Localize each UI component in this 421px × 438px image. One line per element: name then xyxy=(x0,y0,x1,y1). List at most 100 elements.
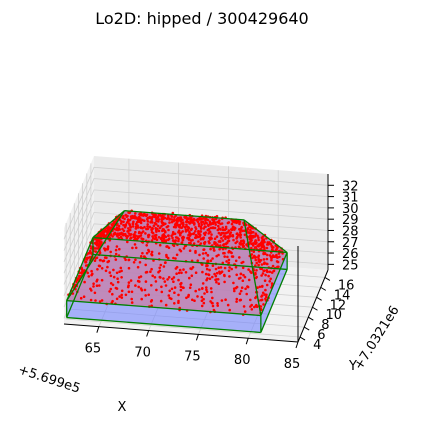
roof-point xyxy=(209,236,213,239)
roof-points xyxy=(67,209,285,316)
roof-point xyxy=(129,215,133,218)
roof-point xyxy=(218,239,221,243)
roof-point xyxy=(157,236,161,239)
roof-point xyxy=(253,254,256,258)
roof-point xyxy=(122,233,125,237)
roof-point xyxy=(208,241,211,245)
roof-point xyxy=(167,276,171,279)
roof-point xyxy=(246,285,250,289)
roof-point xyxy=(200,223,203,226)
roof-point xyxy=(189,239,193,242)
roof-point xyxy=(150,228,153,232)
roof-point xyxy=(219,244,222,247)
roof-point xyxy=(227,269,231,273)
roof-point xyxy=(240,286,244,290)
roof-point xyxy=(205,267,209,271)
y-tick xyxy=(324,277,331,281)
roof-point xyxy=(225,241,229,245)
roof-point xyxy=(95,256,99,260)
roof-point xyxy=(245,243,248,246)
roof-point xyxy=(175,272,178,276)
roof-point xyxy=(82,295,86,299)
roof-point xyxy=(272,269,276,273)
roof-point xyxy=(170,218,174,221)
roof-point xyxy=(193,299,196,303)
roof-point xyxy=(249,305,252,308)
roof-point xyxy=(261,291,265,295)
roof-point xyxy=(125,215,129,218)
roof-point xyxy=(89,298,93,302)
roof-point xyxy=(89,249,92,253)
roof-point xyxy=(81,270,84,273)
roof-point xyxy=(184,271,188,274)
roof-point xyxy=(115,226,119,229)
roof-point xyxy=(266,253,269,257)
roof-point xyxy=(177,278,180,282)
roof-point xyxy=(216,304,219,307)
roof-point xyxy=(217,282,221,286)
roof-point xyxy=(201,252,205,255)
roof-point xyxy=(177,271,181,275)
roof-point xyxy=(211,264,215,268)
roof-point xyxy=(238,242,242,245)
y-axis-label: Y xyxy=(348,359,357,374)
roof-point xyxy=(105,256,108,260)
roof-point xyxy=(101,259,105,263)
roof-point xyxy=(185,229,188,233)
roof-point xyxy=(124,224,127,227)
roof-point xyxy=(159,263,163,267)
roof-point xyxy=(128,228,132,232)
roof-point xyxy=(239,289,243,293)
roof-point xyxy=(90,269,93,273)
roof-point xyxy=(160,221,164,224)
roof-point xyxy=(109,250,112,254)
roof-point xyxy=(182,286,185,290)
roof-point xyxy=(167,228,170,232)
roof-point xyxy=(158,275,162,279)
roof-point xyxy=(162,228,165,231)
roof-point xyxy=(269,242,273,246)
roof-point xyxy=(93,259,97,263)
roof-point xyxy=(187,226,191,230)
roof-point xyxy=(154,280,158,283)
roof-point xyxy=(127,232,131,235)
roof-point xyxy=(140,297,143,301)
roof-point xyxy=(259,247,262,251)
roof-point xyxy=(254,264,257,267)
roof-point xyxy=(146,223,149,226)
roof-point xyxy=(162,237,166,240)
roof-point xyxy=(228,266,231,269)
roof-point xyxy=(276,260,280,264)
roof-point xyxy=(124,232,127,236)
roof-point xyxy=(254,233,258,236)
roof-point xyxy=(182,247,186,250)
roof-point xyxy=(189,215,192,219)
roof-point xyxy=(259,267,262,271)
roof-point xyxy=(195,219,198,222)
roof-point xyxy=(209,300,212,303)
roof-point xyxy=(268,280,272,283)
roof-point xyxy=(162,277,165,280)
roof-point xyxy=(268,254,272,257)
roof-point xyxy=(100,278,104,282)
hip-edge xyxy=(66,210,126,301)
roof-point xyxy=(185,217,189,220)
roof-point xyxy=(146,225,149,228)
roof-point xyxy=(112,232,116,236)
x-tick xyxy=(96,326,100,333)
roof-point xyxy=(224,225,228,229)
roof-point xyxy=(92,285,95,288)
roof-point xyxy=(163,230,167,233)
roof-point xyxy=(205,290,209,294)
roof-point xyxy=(174,257,177,260)
y-tick-label: 14 xyxy=(334,288,351,303)
roof-point xyxy=(211,301,214,305)
roof-point xyxy=(115,245,119,248)
roof-point xyxy=(111,292,114,296)
z-tick-label: 30 xyxy=(342,202,359,217)
roof-point xyxy=(95,284,99,288)
roof-point xyxy=(172,244,176,248)
roof-point xyxy=(150,250,154,254)
roof-point xyxy=(216,278,220,281)
